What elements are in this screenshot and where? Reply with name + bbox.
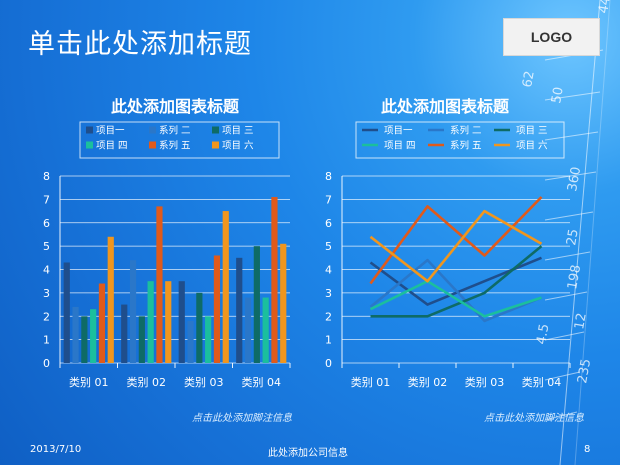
series-line: [369, 209, 543, 283]
line-chart-title[interactable]: 此处添加图表标题: [380, 97, 509, 116]
legend-frame: [79, 121, 280, 159]
bar: [178, 281, 185, 363]
bar-chart-title[interactable]: 此处添加图表标题: [110, 97, 239, 116]
footer-date: 2013/7/10: [30, 444, 82, 455]
line-chart-y-tick: 7: [325, 193, 332, 206]
legend-label: 项目一: [96, 126, 125, 137]
line-chart-x-tick: 类别 03: [465, 375, 505, 389]
legend-label: 系列 五: [450, 140, 482, 152]
bar-chart-y-tick: 8: [43, 170, 50, 183]
page-number: 8: [584, 444, 591, 455]
legend-label: 系列 二: [450, 125, 482, 137]
bar-chart-y-tick: 4: [43, 264, 50, 277]
slide-title[interactable]: 单击此处添加标题: [28, 29, 252, 60]
legend-swatch: [212, 141, 219, 149]
bar: [280, 243, 287, 363]
legend-label: 项目 三: [222, 126, 254, 137]
footer-company[interactable]: 此处添加公司信息: [268, 448, 348, 459]
bar: [253, 246, 260, 363]
legend-swatch: [86, 141, 93, 149]
bar: [187, 320, 194, 363]
series-line: [370, 245, 543, 318]
line-chart-x-tick: 类别 02: [408, 375, 448, 389]
legend-label: 项目 四: [96, 141, 128, 152]
legend-swatch: [149, 126, 156, 134]
bar: [90, 309, 97, 363]
legend-label: 系列 二: [159, 125, 191, 137]
line-chart-y-tick: 6: [325, 217, 332, 230]
bar-chart-x-tick: 类别 04: [242, 375, 282, 389]
bar-chart-y-tick: 3: [43, 287, 50, 300]
line-chart-y-tick: 1: [325, 334, 332, 347]
line-chart-y-tick: 3: [325, 287, 332, 300]
bar: [98, 283, 106, 363]
bar-chart-y-tick: 2: [43, 310, 50, 323]
bar: [81, 316, 88, 363]
legend-frame: [355, 121, 565, 159]
series-line: [369, 279, 542, 318]
bar: [165, 281, 172, 363]
bar: [244, 297, 252, 363]
line-chart-footnote[interactable]: 点击此处添加脚注信息: [484, 413, 584, 424]
legend-label: 项目 六: [222, 140, 254, 152]
line-chart-y-tick: 5: [325, 240, 332, 253]
line-chart-x-tick: 类别 04: [522, 375, 562, 389]
bar-chart-y-tick: 7: [43, 193, 50, 206]
series-line: [369, 196, 543, 285]
bar: [213, 255, 221, 363]
bar-chart-y-tick: 5: [43, 240, 50, 253]
bar: [205, 316, 212, 363]
legend-label: 项目 六: [516, 140, 548, 152]
bar-chart-x-tick: 类别 01: [69, 375, 109, 389]
legend-swatch: [86, 126, 93, 134]
logo: LOGO: [503, 18, 600, 56]
bar-chart-y-tick: 0: [43, 357, 50, 370]
bar: [63, 262, 70, 363]
bar-chart-y-tick: 1: [43, 334, 50, 347]
bar: [107, 236, 114, 363]
bar: [156, 206, 163, 363]
legend: 项目一 系列 二 项目 三项目 四 系列 五 项目 六: [79, 121, 280, 159]
bar: [196, 292, 203, 363]
bar-chart-y-tick: 6: [43, 217, 50, 230]
bar: [222, 211, 229, 363]
bar: [138, 316, 145, 363]
bar: [262, 297, 269, 363]
bar: [236, 257, 243, 363]
bar: [129, 260, 137, 363]
bar: [72, 306, 79, 363]
series-line: [369, 258, 542, 323]
legend-label: 系列 五: [159, 140, 191, 152]
line-chart-y-tick: 0: [325, 357, 332, 370]
bar-chart-x-tick: 类别 02: [127, 375, 167, 389]
bar-chart-footnote[interactable]: 点击此处添加脚注信息: [192, 413, 292, 424]
legend-label: 项目一: [384, 126, 413, 137]
line-chart-y-tick: 8: [325, 170, 332, 183]
line-chart-y-tick: 4: [325, 264, 332, 277]
bar: [121, 304, 128, 363]
line-chart-y-tick: 2: [325, 310, 332, 323]
legend-swatch: [149, 141, 156, 149]
legend-label: 项目 三: [516, 126, 548, 137]
line-chart-x-tick: 类别 01: [351, 375, 391, 389]
legend: 项目一 系列 二 项目 三项目 四 系列 五 项目 六: [355, 121, 565, 159]
bar: [271, 197, 278, 363]
bar: [147, 281, 154, 363]
legend-label: 项目 四: [384, 141, 416, 152]
legend-swatch: [212, 126, 219, 134]
bar-chart-x-tick: 类别 03: [184, 375, 224, 389]
